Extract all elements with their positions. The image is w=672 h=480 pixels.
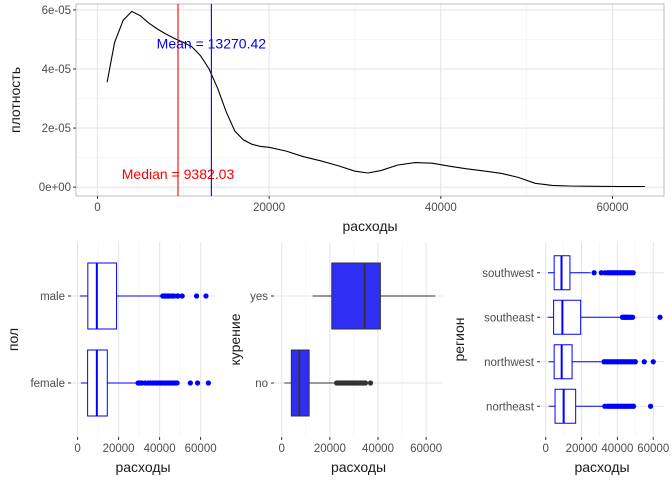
density-panel: Median = 9382.03 Mean = 13270.42 0 20000 400… [7, 3, 665, 234]
outlier-point [203, 293, 209, 299]
x-tick-label: 20000 [253, 202, 285, 214]
box [554, 388, 577, 424]
x-tick-label: 40000 [601, 443, 633, 455]
outlier-point [650, 359, 656, 365]
x-tick-label: 40000 [144, 443, 176, 455]
box [553, 299, 582, 335]
y-tick-label: southwest [482, 268, 535, 280]
outlier-point [175, 293, 181, 299]
y-tick-label: southeast [484, 312, 535, 324]
outlier-point [598, 270, 604, 276]
x-tick-label: 60000 [597, 202, 629, 214]
outlier-point [187, 380, 193, 386]
mean-annotation: Mean = 13270.42 [157, 36, 267, 52]
outlier-point [630, 270, 636, 276]
y-tick-label: 4e-05 [42, 64, 71, 76]
x-tick-label: 0 [94, 202, 100, 214]
x-tick-label: 0 [74, 443, 80, 455]
outlier-point [174, 380, 180, 386]
y-tick-label: 0e+00 [39, 182, 71, 194]
y-axis-label: пол [5, 328, 21, 351]
outlier-point [591, 270, 597, 276]
x-tick-label: 60000 [185, 443, 217, 455]
y-axis-label: курение [227, 313, 243, 365]
x-tick-label: 40000 [362, 443, 394, 455]
x-axis-label: расходы [342, 218, 397, 234]
outlier-point [641, 359, 647, 365]
x-tick-label: 0 [279, 443, 285, 455]
x-tick-label: 40000 [425, 202, 457, 214]
boxplot-panel-smoker: yes no 0 20000 40000 60000 расходы курение [227, 242, 443, 475]
x-tick-label: 0 [543, 443, 549, 455]
x-axis-label: расходы [331, 459, 386, 475]
boxplot-panel-sex: male female 0 20000 40000 60000 расходы пол [5, 242, 217, 475]
y-tick-label: northwest [484, 357, 535, 369]
y-tick-label: male [40, 291, 65, 303]
outlier-point [367, 380, 374, 386]
outlier-point [179, 293, 185, 299]
x-axis-label: расходы [574, 459, 629, 475]
boxplot-panel-region: southwest southeast northwest northeast 0 200… [451, 242, 669, 475]
outlier-point [205, 380, 211, 386]
outlier-point [632, 359, 638, 365]
y-tick-label: 2e-05 [42, 123, 71, 135]
median-annotation: Median = 9382.03 [122, 166, 235, 182]
x-tick-label: 60000 [410, 443, 442, 455]
x-tick-label: 20000 [314, 443, 346, 455]
outlier-point [657, 314, 663, 320]
y-tick-label: 6e-05 [42, 5, 71, 17]
y-axis-label: плотность [7, 67, 23, 133]
outlier-point [362, 380, 369, 386]
outlier-point [194, 380, 201, 386]
y-tick-label: yes [250, 291, 268, 303]
x-tick-label: 60000 [637, 443, 669, 455]
outlier-point [193, 293, 200, 299]
x-tick-label: 20000 [103, 443, 135, 455]
x-axis-label: расходы [115, 459, 170, 475]
y-tick-label: northeast [486, 401, 535, 413]
density-line [106, 10, 645, 188]
y-tick-label: female [30, 378, 65, 390]
box [331, 262, 381, 330]
x-tick-label: 20000 [566, 443, 598, 455]
box [553, 344, 573, 380]
y-tick-label: no [255, 378, 268, 390]
outlier-point [630, 403, 637, 409]
y-axis-label: регион [451, 317, 467, 361]
panel-border [75, 3, 665, 197]
box [87, 262, 118, 330]
outlier-point [647, 403, 654, 409]
outlier-point [630, 314, 636, 320]
